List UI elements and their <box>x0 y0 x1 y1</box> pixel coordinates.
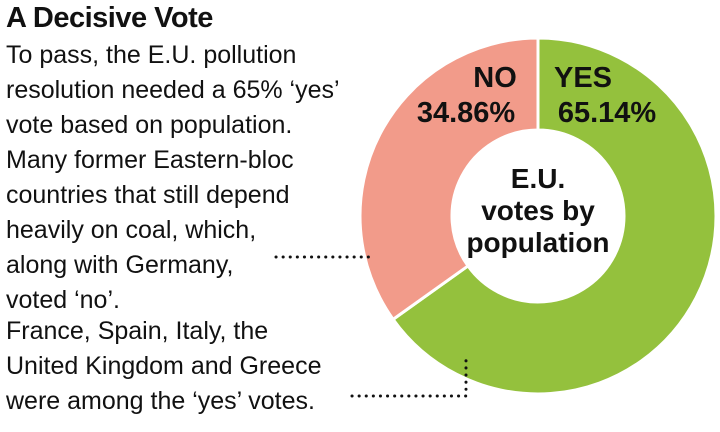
yes-votes-line-3: were among the ‘yes’ votes. <box>6 387 315 415</box>
yes-category-label: YES <box>554 62 612 94</box>
intro-line-3: vote based on population. <box>6 111 293 139</box>
no-slice <box>358 36 540 322</box>
center-label-line-1: E.U. <box>511 163 565 194</box>
yes-votes-line-2: United Kingdom and Greece <box>6 352 322 380</box>
intro-line-2: resolution needed a 65% ‘yes’ <box>6 76 340 104</box>
no-value-label: 34.86% <box>417 97 516 129</box>
no-votes-line-2: countries that still depend <box>6 181 290 209</box>
no-votes-line-3: heavily on coal, which, <box>6 216 257 244</box>
no-votes-line-4: along with Germany, <box>6 251 234 279</box>
intro-paragraph: To pass, the E.U. pollution resolution n… <box>6 38 376 143</box>
yes-leader-line <box>350 358 468 398</box>
no-votes-line-1: Many former Eastern-bloc <box>6 146 294 174</box>
yes-slice <box>390 36 718 396</box>
intro-line-1: To pass, the E.U. pollution <box>6 41 297 69</box>
yes-votes-paragraph: France, Spain, Italy, the United Kingdom… <box>6 314 386 419</box>
center-label-line-2: votes by <box>481 195 595 226</box>
no-category-label: NO <box>473 62 517 94</box>
yes-votes-line-1: France, Spain, Italy, the <box>6 317 269 345</box>
center-label-line-3: population <box>466 227 609 258</box>
no-votes-paragraph: Many former Eastern-bloc countries that … <box>6 143 366 318</box>
yes-value-label: 65.14% <box>558 97 657 129</box>
no-votes-line-5: voted ‘no’. <box>6 286 120 314</box>
page-title: A Decisive Vote <box>6 2 213 34</box>
